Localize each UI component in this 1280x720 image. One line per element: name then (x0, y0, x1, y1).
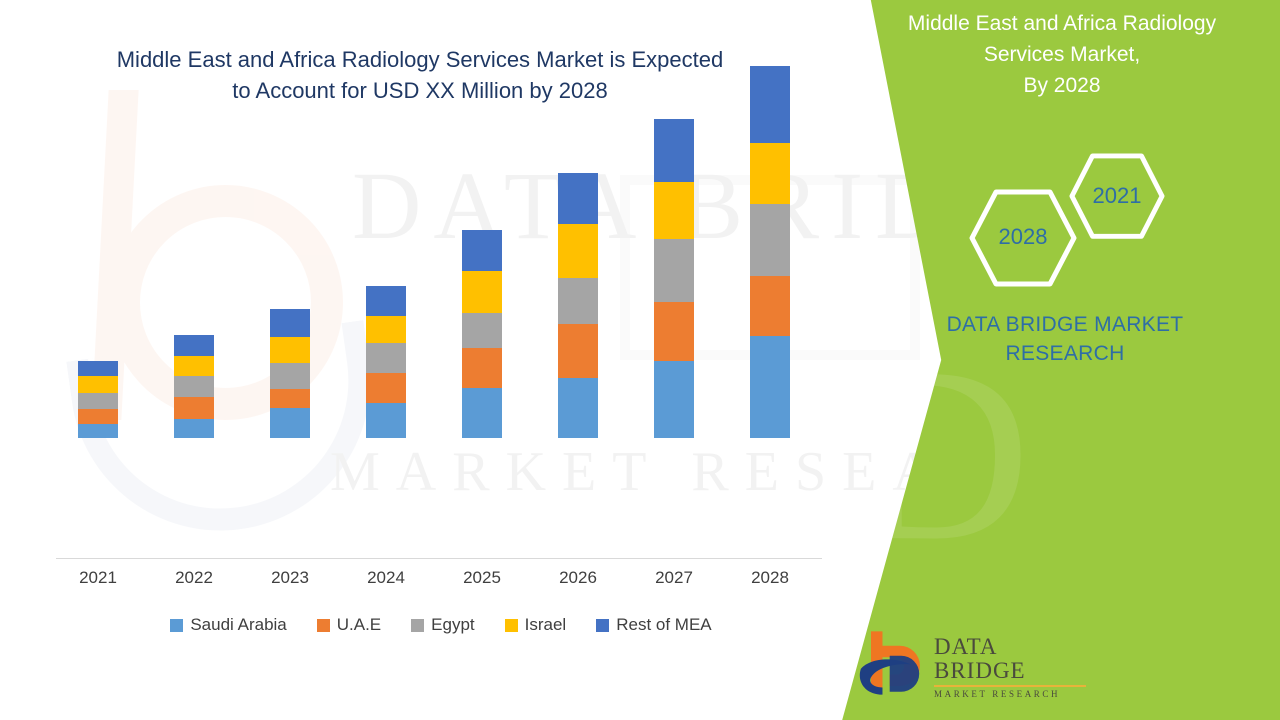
brand-line-1: DATA BRIDGE MARKET (946, 313, 1184, 336)
bar-segment-2022-series-4[interactable] (174, 335, 214, 356)
bar-segment-2028-series-3[interactable] (750, 143, 790, 204)
x-axis-tick-2023: 2023 (271, 568, 309, 587)
logo-divider (934, 685, 1086, 687)
hexagon-outline-icon (969, 189, 1077, 287)
x-axis-tick-2027: 2027 (655, 568, 693, 587)
bar-segment-2028-series-2[interactable] (750, 204, 790, 276)
bar-segment-2023-series-0[interactable] (270, 408, 310, 438)
x-axis-tick-2025: 2025 (463, 568, 501, 587)
bar-segment-2027-series-1[interactable] (654, 302, 694, 361)
bar-segment-2025-series-0[interactable] (462, 388, 502, 438)
legend-item-3[interactable]: Israel (504, 615, 567, 635)
x-axis-tick-2021: 2021 (79, 568, 117, 587)
brand-line-2: RESEARCH (1005, 342, 1125, 365)
legend-label: U.A.E (336, 615, 382, 634)
legend-item-1[interactable]: U.A.E (316, 615, 382, 635)
chart-title: Middle East and Africa Radiology Service… (60, 44, 780, 106)
bar-segment-2021-series-2[interactable] (78, 393, 118, 409)
legend-swatch-icon (316, 618, 330, 632)
hexagon-outline-icon (1069, 153, 1165, 239)
bar-segment-2028-series-4[interactable] (750, 66, 790, 143)
bar-segment-2023-series-1[interactable] (270, 389, 310, 408)
legend-swatch-icon (504, 618, 518, 632)
logo-subtitle: MARKET RESEARCH (934, 688, 1061, 699)
bar-2027[interactable] (654, 119, 694, 438)
bar-segment-2026-series-0[interactable] (558, 378, 598, 438)
bar-segment-2021-series-1[interactable] (78, 409, 118, 424)
stacked-bar-chart: 2021 2022 2023 2024 2025 2026 2027 2028 (56, 66, 822, 587)
legend-swatch-icon (170, 618, 184, 632)
green-title-line-1: Middle East and Africa Radiology (907, 12, 1217, 35)
bar-2026[interactable] (558, 173, 598, 438)
bar-segment-2023-series-3[interactable] (270, 337, 310, 363)
green-title-line-2: Services Market, (983, 43, 1141, 66)
hexagon-badge-2021: 2021 (1068, 152, 1166, 240)
bar-segment-2025-series-1[interactable] (462, 348, 502, 388)
bar-segment-2022-series-1[interactable] (174, 397, 214, 419)
data-bridge-logo-icon (859, 631, 920, 695)
bar-segment-2023-series-4[interactable] (270, 309, 310, 337)
bar-segment-2028-series-0[interactable] (750, 336, 790, 438)
green-title-line-3: By 2028 (1023, 74, 1101, 97)
legend-label: Israel (524, 615, 567, 634)
green-side-panel: D Middle East and Africa Radiology Servi… (840, 0, 1280, 720)
x-axis-tick-2026: 2026 (559, 568, 597, 587)
bar-segment-2022-series-3[interactable] (174, 356, 214, 376)
bar-segment-2028-series-1[interactable] (750, 276, 790, 336)
legend-item-2[interactable]: Egypt (411, 615, 475, 635)
bar-segment-2024-series-3[interactable] (366, 316, 406, 343)
bar-segment-2021-series-4[interactable] (78, 361, 118, 376)
hexagon-badge-2028: 2028 (968, 188, 1078, 287)
bar-segment-2021-series-3[interactable] (78, 376, 118, 393)
chart-title-line-2: to Account for USD XX Million by 2028 (232, 78, 608, 103)
bar-segment-2025-series-2[interactable] (462, 313, 502, 348)
bar-2024[interactable] (366, 286, 406, 438)
logo-wordmark: DATA BRIDGE MARKET RESEARCH (934, 634, 1086, 699)
bar-segment-2021-series-0[interactable] (78, 424, 118, 438)
bar-2025[interactable] (462, 230, 502, 438)
x-axis-tick-2022: 2022 (175, 568, 213, 587)
bar-segment-2023-series-2[interactable] (270, 363, 310, 389)
legend-item-4[interactable]: Rest of MEA (596, 615, 712, 635)
legend-label: Egypt (431, 615, 475, 634)
bar-2021[interactable] (78, 361, 118, 438)
bar-segment-2026-series-3[interactable] (558, 224, 598, 278)
chart-panel: Middle East and Africa Radiology Service… (56, 44, 826, 635)
brand-name-text: DATA BRIDGE MARKET RESEARCH (870, 310, 1260, 368)
bar-segment-2027-series-4[interactable] (654, 119, 694, 182)
bar-segment-2027-series-2[interactable] (654, 239, 694, 302)
x-axis-tick-2024: 2024 (367, 568, 405, 587)
legend-swatch-icon (411, 618, 425, 632)
hexagon-2021-label: 2021 (1092, 183, 1142, 208)
legend-label: Saudi Arabia (190, 615, 287, 634)
bar-segment-2022-series-2[interactable] (174, 376, 214, 397)
bar-segment-2027-series-0[interactable] (654, 361, 694, 438)
hexagon-2028-label: 2028 (998, 224, 1048, 249)
bar-segment-2024-series-0[interactable] (366, 403, 406, 438)
bar-2023[interactable] (270, 309, 310, 438)
company-logo: DATA BRIDGE MARKET RESEARCH (858, 625, 1088, 705)
bar-segment-2024-series-1[interactable] (366, 373, 406, 403)
logo-title: DATA BRIDGE (934, 634, 1026, 684)
bar-segment-2026-series-1[interactable] (558, 324, 598, 378)
bar-segment-2024-series-4[interactable] (366, 286, 406, 316)
bar-segment-2025-series-4[interactable] (462, 230, 502, 271)
legend-swatch-icon (596, 618, 610, 632)
bar-segment-2026-series-4[interactable] (558, 173, 598, 224)
x-axis-tick-2028: 2028 (751, 568, 789, 587)
bar-segment-2024-series-2[interactable] (366, 343, 406, 373)
bar-2022[interactable] (174, 335, 214, 438)
chart-legend: Saudi Arabia U.A.E Egypt Israel Rest of MEA (56, 615, 826, 635)
chart-title-line-1: Middle East and Africa Radiology Service… (116, 47, 724, 72)
bar-segment-2026-series-2[interactable] (558, 278, 598, 324)
green-panel-title: Middle East and Africa Radiology Service… (862, 8, 1262, 101)
legend-label: Rest of MEA (616, 615, 712, 634)
bar-segment-2027-series-3[interactable] (654, 182, 694, 239)
bar-segment-2022-series-0[interactable] (174, 419, 214, 438)
legend-item-0[interactable]: Saudi Arabia (170, 615, 287, 635)
x-axis-line (56, 558, 822, 559)
bar-segment-2025-series-3[interactable] (462, 271, 502, 313)
bar-2028[interactable] (750, 66, 790, 438)
